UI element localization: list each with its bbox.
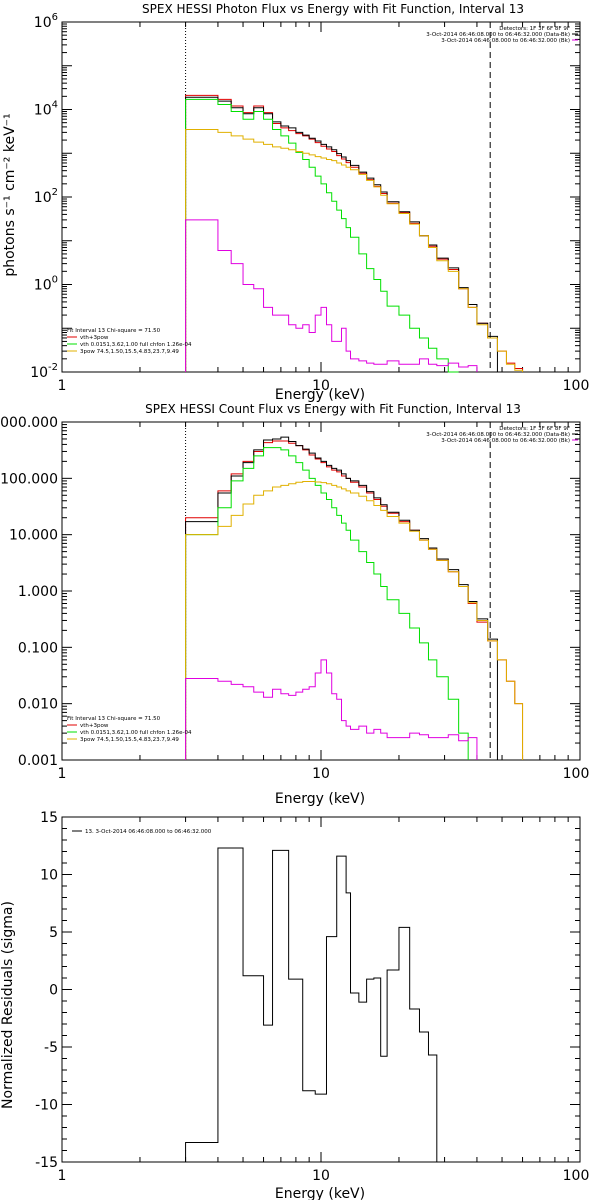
legend-left-text: vth 0.0151,3.62,1.00 full chfon 1.26e-04 bbox=[80, 342, 192, 348]
legend-right-text: Detectors: 1F 3F 6F 8F 9F bbox=[499, 426, 570, 432]
series-red-line bbox=[185, 94, 524, 372]
legend-right-text: 3-Oct-2014 06:46:08.000 to 06:46:32.000 … bbox=[441, 38, 570, 44]
count-flux-title: SPEX HESSI Count Flux vs Energy with Fit… bbox=[145, 402, 521, 416]
x-tick-label: 1 bbox=[58, 1168, 67, 1184]
y-tick-label: 10-2 bbox=[30, 362, 58, 381]
x-tick-label: 100 bbox=[563, 1168, 590, 1184]
x-tick-label: 10 bbox=[312, 378, 330, 394]
legend-left-text: vth+3pow bbox=[80, 723, 109, 729]
series-green-line bbox=[185, 98, 459, 373]
residuals-panel: Energy (keV) Normalized Residuals (sigma… bbox=[0, 810, 589, 1200]
y-tick-base: 10 bbox=[34, 103, 52, 119]
y-tick-label: 0.001 bbox=[18, 753, 58, 769]
legend-left-text: vth 0.0151,3.62,1.00 full chfon 1.26e-04 bbox=[80, 730, 192, 736]
x-tick-label: 100 bbox=[563, 378, 590, 394]
y-tick-label: 10.000 bbox=[9, 528, 58, 544]
series-yellow-line bbox=[185, 480, 524, 760]
y-tick-base: 10 bbox=[30, 365, 48, 381]
y-tick-label: 104 bbox=[34, 100, 58, 119]
legend-right-text: 3-Oct-2014 06:46:08.000 to 06:46:32.000 … bbox=[426, 32, 570, 38]
photon-flux-xlabel: Energy (keV) bbox=[275, 387, 365, 403]
x-tick-label: 1 bbox=[58, 766, 67, 782]
y-tick-label: 15 bbox=[40, 810, 58, 826]
y-tick-label: 100.000 bbox=[0, 471, 58, 487]
y-tick-base: 10 bbox=[34, 15, 52, 31]
y-tick-exponent: 4 bbox=[52, 100, 58, 111]
legend-left-text: vth+3pow bbox=[80, 335, 109, 341]
photon-flux-panel: SPEX HESSI Photon Flux vs Energy with Fi… bbox=[2, 2, 589, 403]
y-tick-base: 10 bbox=[34, 190, 52, 206]
series-black-line bbox=[185, 847, 438, 1162]
y-tick-base: 10 bbox=[34, 278, 52, 294]
y-tick-exponent: -2 bbox=[48, 362, 58, 373]
legend-left-text: 3pow 74.5,1.50,15.5,4.83,23.7,9.49 bbox=[80, 737, 179, 743]
x-tick-label: 10 bbox=[312, 1168, 330, 1184]
legend-right-text: 3-Oct-2014 06:46:08.000 to 06:46:32.000 … bbox=[441, 438, 570, 444]
y-tick-label: 0.010 bbox=[18, 697, 58, 713]
y-tick-label: -5 bbox=[44, 1040, 58, 1056]
series-magenta-line bbox=[185, 219, 478, 372]
legend-right-text: Detectors: 1F 3F 6F 8F 9F bbox=[499, 26, 570, 32]
x-tick-label: 100 bbox=[563, 766, 590, 782]
series-yellow-line bbox=[185, 128, 524, 372]
plot-frame bbox=[61, 21, 581, 373]
y-tick-label: 0 bbox=[49, 983, 58, 999]
residuals-ylabel: Normalized Residuals (sigma) bbox=[0, 901, 16, 1109]
y-tick-label: 0.100 bbox=[18, 640, 58, 656]
x-tick-label: 1 bbox=[58, 378, 67, 394]
plot-frame bbox=[61, 421, 581, 761]
count-flux-xlabel: Energy (keV) bbox=[275, 791, 365, 807]
legend-left-text: 13. 3-Oct-2014 06:46:08.000 to 06:46:32.… bbox=[85, 829, 212, 835]
y-tick-label: 102 bbox=[34, 187, 58, 206]
x-tick-label: 10 bbox=[312, 766, 330, 782]
legend-left-text: Fit Interval 13 Chi-square = 71.50 bbox=[67, 716, 161, 722]
series-red-line bbox=[185, 440, 524, 760]
y-tick-label: 10 bbox=[40, 868, 58, 884]
plot-frame bbox=[61, 816, 581, 1163]
y-tick-exponent: 0 bbox=[52, 275, 58, 286]
y-tick-label: 5 bbox=[49, 925, 58, 941]
series-green-line bbox=[185, 447, 469, 760]
legend-left-text: 3pow 74.5,1.50,15.5,4.83,23.7,9.49 bbox=[80, 349, 179, 355]
y-tick-label: 106 bbox=[34, 12, 58, 31]
residuals-xlabel: Energy (keV) bbox=[275, 1186, 365, 1200]
count-flux-panel: SPEX HESSI Count Flux vs Energy with Fit… bbox=[0, 402, 589, 807]
y-tick-label: -10 bbox=[35, 1098, 58, 1114]
y-tick-label: -15 bbox=[35, 1155, 58, 1171]
y-tick-exponent: 2 bbox=[52, 187, 58, 198]
y-tick-exponent: 6 bbox=[52, 12, 58, 23]
y-tick-label: 1.000 bbox=[18, 584, 58, 600]
y-tick-label: 100 bbox=[34, 275, 58, 294]
photon-flux-title: SPEX HESSI Photon Flux vs Energy with Fi… bbox=[142, 2, 524, 16]
legend-right-text: 3-Oct-2014 06:46:08.000 to 06:46:32.000 … bbox=[426, 432, 570, 438]
series-magenta-line bbox=[185, 659, 478, 760]
photon-flux-ylabel: photons s⁻¹ cm⁻² keV⁻¹ bbox=[2, 113, 18, 276]
legend-left-text: Fit Interval 13 Chi-square = 71.50 bbox=[67, 328, 161, 334]
